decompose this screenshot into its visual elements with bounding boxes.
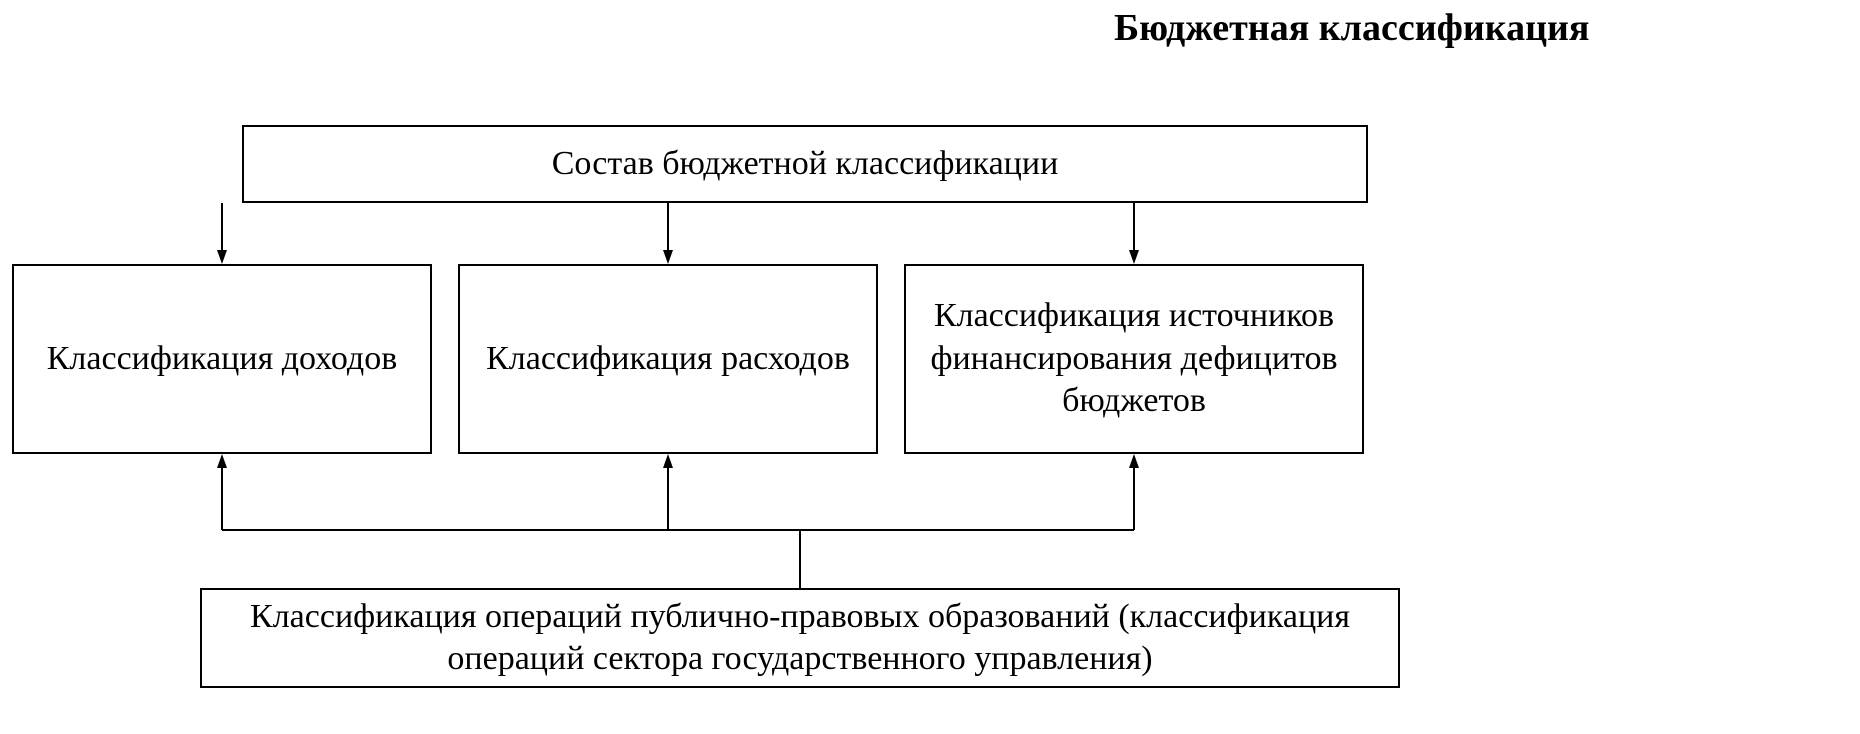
diagram-title: Бюджетная классификация: [1114, 6, 1589, 50]
node-left: Классификация доходов: [12, 264, 432, 454]
node-bottom: Классификация операций публично-правовых…: [200, 588, 1400, 688]
node-right: Классификация источников финансирования …: [904, 264, 1364, 454]
node-top: Состав бюджетной классификации: [242, 125, 1368, 203]
diagram-canvas: Бюджетная классификация Состав бюджетной…: [0, 0, 1860, 734]
node-mid: Классификация расходов: [458, 264, 878, 454]
